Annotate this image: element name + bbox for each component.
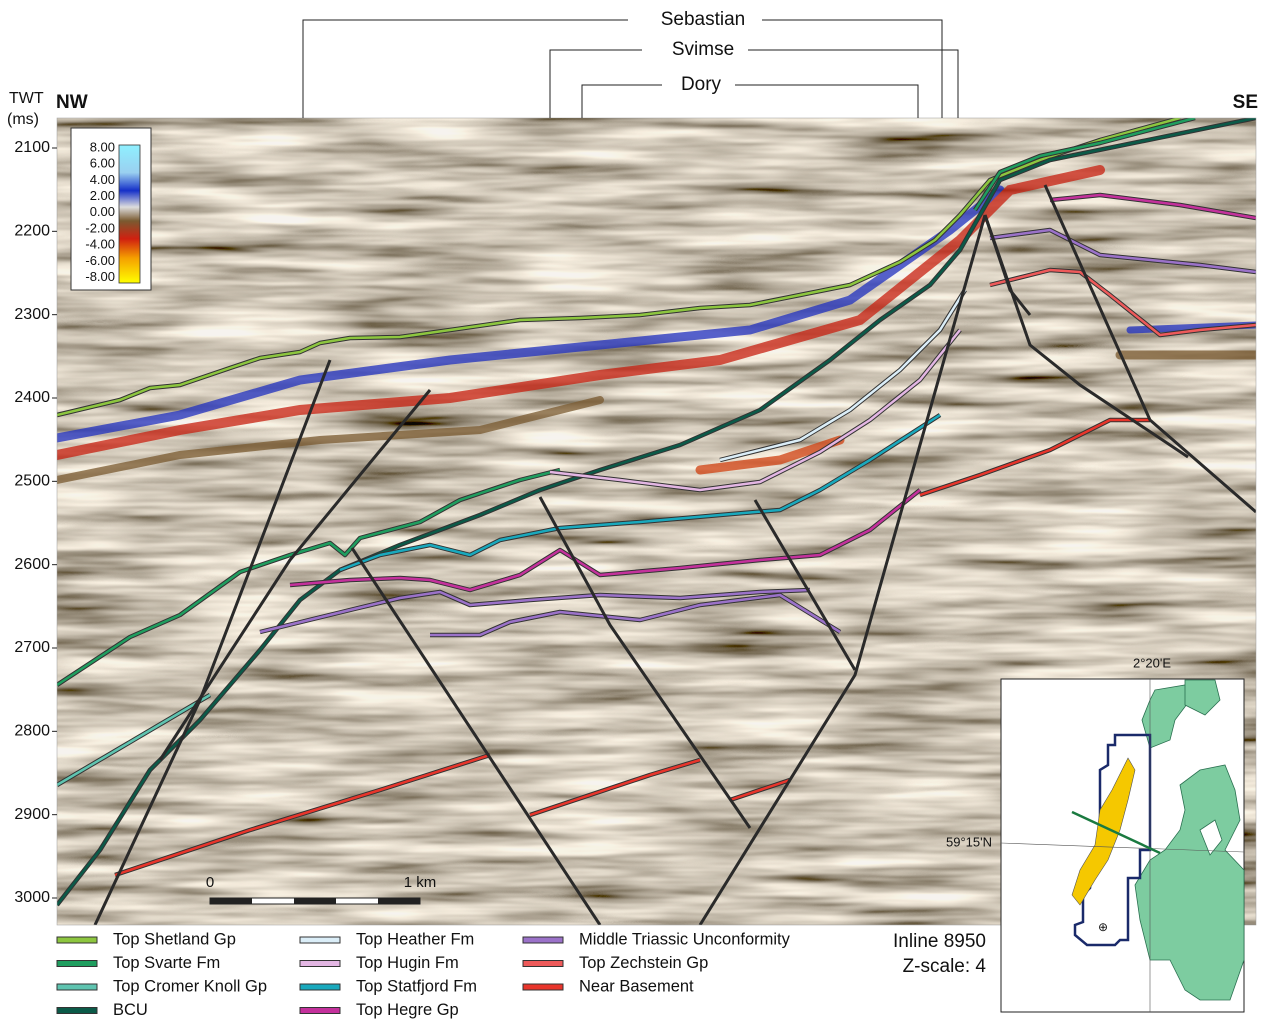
well-label: Dory [681,74,722,95]
y-tick-label: 2300 [14,306,50,323]
y-tick-label: 2600 [14,556,50,573]
y-tick-label: 2700 [14,639,50,656]
direction-label: NW [56,92,88,113]
legend-swatch [300,937,340,943]
legend-swatch [57,1008,97,1014]
legend-label: Middle Triassic Unconformity [579,930,791,948]
colorbar-label: -8.00 [85,269,115,284]
axis-label: (ms) [7,111,39,128]
legend-swatch [300,1008,340,1014]
colorbar-label: -2.00 [85,220,115,235]
well-label: Svimse [672,39,734,60]
map-label: 2°20'E [1133,655,1171,670]
figure: Sebastian Svimse Dory TWT (ms) NW SE 0 1… [0,0,1271,1021]
scale-label: 0 [206,874,214,891]
colorbar-label: 8.00 [90,139,115,154]
direction-label: SE [1233,92,1258,113]
colorbar-label: 6.00 [90,156,115,171]
location-map: ⊕ [1001,679,1244,1012]
legend-swatch [523,984,563,990]
colorbar-label: -6.00 [85,253,115,268]
legend-label: Top Cromer Knoll Gp [113,977,267,995]
well-label: Sebastian [661,9,746,30]
scale-bar [210,898,420,904]
colorbar-label: 2.00 [90,188,115,203]
legend-label: Top Zechstein Gp [579,954,708,972]
colorbar-label: 0.00 [90,204,115,219]
y-tick-label: 2500 [14,473,50,490]
colorbar-label: -4.00 [85,237,115,252]
legend-swatch [300,984,340,990]
legend-swatch [57,961,97,967]
legend-swatch [300,961,340,967]
legend-label: Top Shetland Gp [113,930,236,948]
y-tick-label: 2800 [14,723,50,740]
legend-swatch [523,937,563,943]
y-tick-label: 2200 [14,223,50,240]
legend-swatch [523,961,563,967]
zscale-label: Z-scale: 4 [903,956,987,977]
axis-label: TWT [9,90,44,107]
legend-label: BCU [113,1001,148,1019]
scale-label: 1 km [404,874,437,891]
legend-label: Top Statfjord Fm [356,977,477,995]
legend-label: Top Hugin Fm [356,954,459,972]
legend-swatch [57,984,97,990]
colorbar [119,145,140,283]
map-label: 59°15'N [946,834,992,849]
legend-label: Top Heather Fm [356,930,474,948]
inline-label: Inline 8950 [893,931,986,952]
y-tick-label: 3000 [14,889,50,906]
legend-label: Near Basement [579,977,694,995]
y-tick-label: 2100 [14,139,50,156]
y-tick-label: 2400 [14,389,50,406]
legend-label: Top Svarte Fm [113,954,220,972]
legend-label: Top Hegre Gp [356,1001,459,1019]
colorbar-label: 4.00 [90,172,115,187]
well-brackets [303,20,958,118]
y-tick-label: 2900 [14,806,50,823]
legend-swatch [57,937,97,943]
svg-text:⊕: ⊕ [1098,920,1108,934]
